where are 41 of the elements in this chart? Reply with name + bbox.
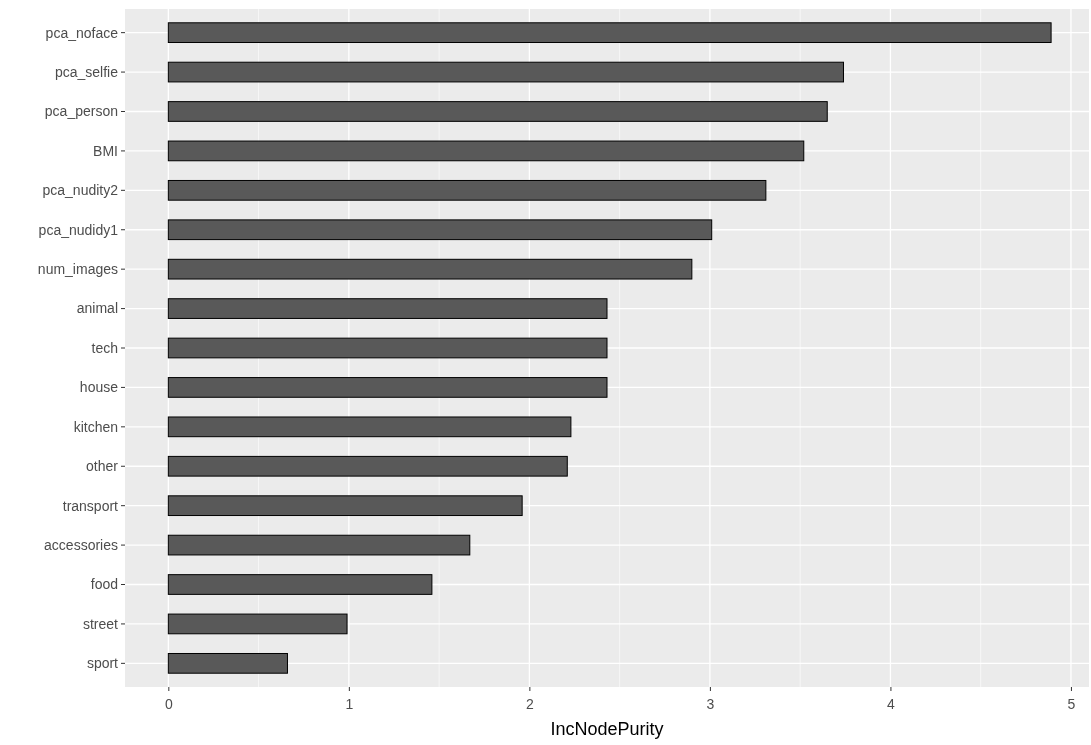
bar (167, 613, 348, 635)
y-tick-label: accessories (44, 536, 118, 553)
y-tick-label: animal (76, 300, 118, 317)
y-tick-label: pca_nudidy1 (38, 221, 119, 238)
bar (167, 455, 568, 477)
bar (167, 140, 805, 162)
bar (167, 258, 693, 280)
x-tick-label: 4 (887, 696, 896, 713)
y-tick-label: street (82, 615, 119, 632)
y-tick-label: food (90, 576, 118, 593)
bar (167, 101, 828, 122)
bar (167, 495, 523, 517)
bar (167, 534, 471, 556)
bar (167, 61, 844, 83)
x-tick-label: 0 (164, 696, 173, 713)
bar (167, 179, 767, 201)
bar (167, 377, 608, 398)
bar (167, 652, 288, 674)
y-tick-label: num_images (37, 261, 118, 278)
y-tick-label: other (86, 458, 119, 475)
bar (167, 337, 608, 359)
bar (167, 298, 608, 319)
y-tick-label: transport (62, 497, 119, 514)
y-tick-label: pca_nudity2 (42, 182, 119, 199)
y-tick-label: pca_selfie (54, 63, 119, 80)
bar (167, 416, 572, 438)
x-tick-label: 2 (525, 696, 534, 713)
x-axis-title: IncNodePurity (550, 719, 664, 739)
y-tick-label: kitchen (73, 418, 118, 435)
bar (167, 22, 1052, 44)
y-tick-label: pca_person (44, 103, 118, 120)
x-tick-label: 3 (706, 696, 715, 713)
y-tick-label: sport (86, 655, 119, 672)
x-tick-label: 5 (1067, 696, 1076, 713)
y-tick-label: pca_noface (45, 24, 119, 41)
bar (167, 219, 713, 241)
y-tick-label: house (79, 379, 119, 396)
y-tick-label: BMI (93, 142, 118, 159)
y-tick-label: tech (91, 339, 118, 356)
x-tick-label: 1 (345, 696, 354, 713)
bar (167, 574, 433, 595)
